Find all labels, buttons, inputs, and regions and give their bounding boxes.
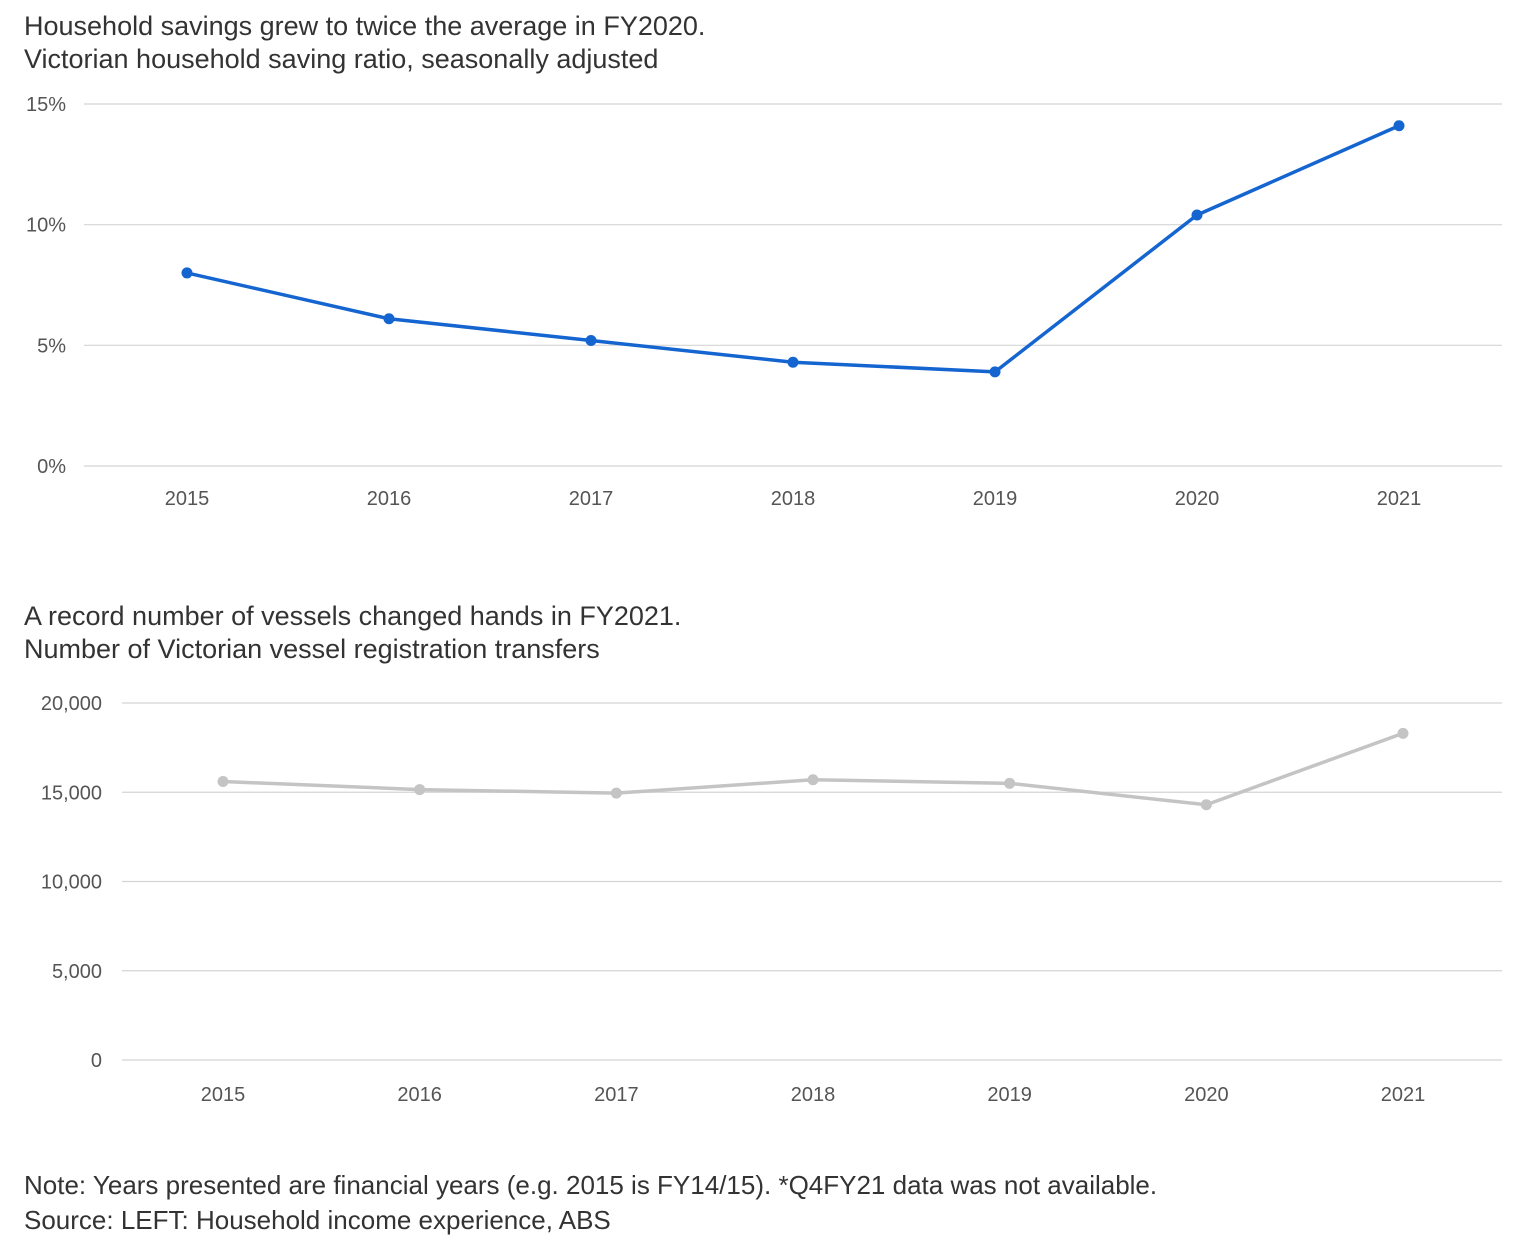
chart-2-title: A record number of vessels changed hands… — [24, 601, 682, 631]
vessel-x-tick-label: 2020 — [1184, 1084, 1229, 1106]
saving-x-tick-label: 2021 — [1377, 488, 1422, 510]
vessel-transfers-line-chart: 0 5,000 10,000 15,000 20,000 2015 2016 2017 2018… — [41, 693, 1502, 1106]
source-note: Source: LEFT: Household income experienc… — [24, 1205, 611, 1235]
saving-data-point — [989, 366, 1001, 378]
vessel-data-point — [1200, 799, 1212, 811]
vessel-y-tick-label: 15,000 — [41, 782, 102, 804]
saving-y-tick-label: 0% — [37, 456, 66, 478]
saving-data-point — [383, 313, 395, 325]
chart-1-subtitle: Victorian household saving ratio, season… — [24, 44, 659, 74]
saving-x-tick-label: 2020 — [1175, 488, 1220, 510]
saving-y-tick-label: 5% — [37, 335, 66, 357]
vessel-x-tick-label: 2016 — [397, 1084, 442, 1106]
saving-ratio-line-chart: 0% 5% 10% 15% 2015 2016 2017 2018 2019 2020 2021 — [26, 94, 1502, 510]
saving-data-point — [181, 267, 193, 279]
vessel-data-point — [414, 784, 426, 796]
vessel-data-point — [217, 776, 229, 788]
vessel-data-point — [807, 774, 819, 786]
vessel-y-tick-label: 10,000 — [41, 872, 102, 894]
vessel-y-tick-label: 20,000 — [41, 693, 102, 715]
saving-data-point — [787, 356, 799, 368]
vessel-x-tick-label: 2018 — [791, 1084, 836, 1106]
saving-data-point — [1393, 120, 1405, 132]
vessel-x-tick-label: 2019 — [987, 1084, 1032, 1106]
vessel-series-line — [221, 731, 1405, 807]
vessel-y-tick-label: 0 — [91, 1050, 102, 1072]
footnote: Note: Years presented are financial year… — [24, 1170, 1158, 1200]
saving-series-line — [185, 123, 1401, 374]
saving-data-point — [1191, 209, 1203, 221]
vessel-data-point — [610, 787, 622, 799]
saving-y-tick-label: 10% — [26, 215, 66, 237]
saving-x-tick-label: 2015 — [165, 488, 210, 510]
saving-x-tick-label: 2016 — [367, 488, 412, 510]
vessel-y-tick-label: 5,000 — [52, 961, 102, 983]
saving-x-tick-label: 2017 — [569, 488, 614, 510]
saving-x-tick-label: 2019 — [973, 488, 1018, 510]
chart-2-subtitle: Number of Victorian vessel registration … — [24, 634, 600, 664]
vessel-data-point — [1004, 777, 1016, 789]
vessel-x-tick-label: 2017 — [594, 1084, 639, 1106]
saving-x-tick-label: 2018 — [771, 488, 816, 510]
vessel-data-point — [1397, 727, 1409, 739]
saving-y-tick-label: 15% — [26, 94, 66, 116]
vessel-x-tick-label: 2015 — [201, 1084, 246, 1106]
chart-1-title-block: Household savings grew to twice the aver… — [24, 10, 705, 76]
chart-2-title-block: A record number of vessels changed hands… — [24, 600, 681, 666]
chart-1-title: Household savings grew to twice the aver… — [24, 11, 706, 41]
chart-footer: Note: Years presented are financial year… — [24, 1168, 1157, 1238]
vessel-x-tick-label: 2021 — [1381, 1084, 1426, 1106]
saving-data-point — [585, 335, 597, 347]
